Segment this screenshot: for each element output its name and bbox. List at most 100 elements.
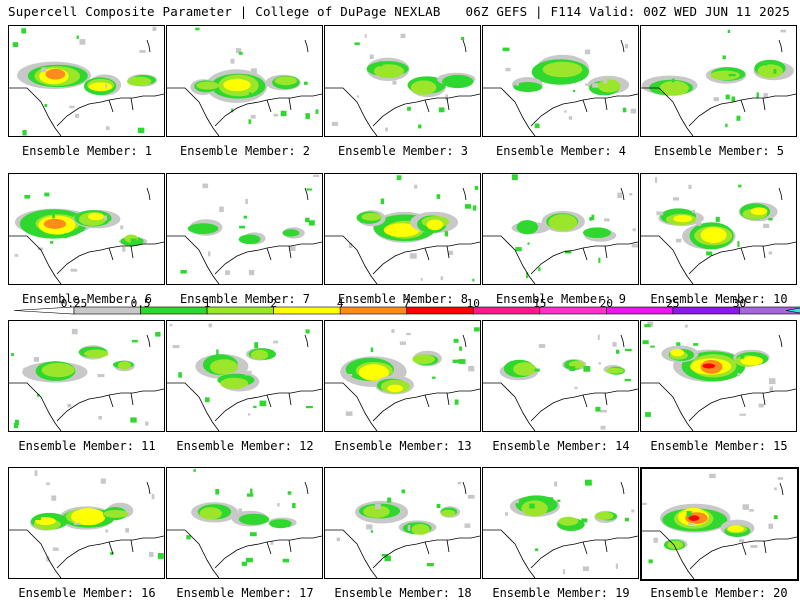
scp-cell: [44, 104, 48, 108]
scp-cell: [452, 359, 459, 363]
member-panel-18[interactable]: [324, 467, 481, 579]
scp-cell: [354, 42, 360, 46]
scp-cell: [624, 517, 629, 522]
scp-cell: [178, 372, 182, 378]
scp-cell: [241, 561, 247, 566]
scp-cell: [464, 204, 472, 209]
scp-cell: [384, 555, 391, 562]
scp-cell: [245, 557, 253, 563]
scp-cell: [715, 216, 720, 222]
scp-contour: [84, 349, 109, 358]
scp-cell: [125, 528, 129, 533]
scp-cell: [331, 121, 338, 126]
scp-cell: [764, 61, 768, 66]
colorbar-bin: [339, 306, 408, 315]
member-panel-17[interactable]: [166, 467, 323, 579]
scp-cell: [564, 250, 572, 254]
member-panel-13[interactable]: [324, 320, 481, 432]
scp-cell: [769, 386, 773, 392]
scp-cell: [44, 192, 50, 197]
member-panel-10[interactable]: [640, 173, 797, 285]
member-panel-5[interactable]: [640, 25, 797, 137]
member-panel-2[interactable]: [166, 25, 323, 137]
member-panel-12[interactable]: [166, 320, 323, 432]
scp-cell: [502, 47, 510, 52]
member-label: Ensemble Member: 20: [650, 586, 788, 600]
scp-cell: [624, 378, 631, 382]
member-panel-3[interactable]: [324, 25, 481, 137]
scp-contour: [727, 525, 744, 533]
scp-contour: [702, 363, 716, 369]
scp-cell: [645, 412, 651, 417]
scp-cell: [306, 188, 312, 191]
colorbar-bin: [406, 306, 474, 315]
scp-cell: [305, 113, 310, 119]
member-panel-16[interactable]: [8, 467, 165, 579]
coastline: [641, 235, 796, 284]
member-panel-11[interactable]: [8, 320, 165, 432]
scp-cell: [562, 569, 566, 575]
scp-cell: [737, 241, 740, 247]
scp-cell: [642, 502, 647, 505]
scp-cell: [624, 44, 629, 49]
scp-contour: [597, 79, 621, 93]
scp-cell: [139, 50, 146, 53]
scp-cell: [120, 225, 124, 230]
scp-cell: [453, 338, 459, 343]
member-panel-20[interactable]: [640, 467, 799, 581]
member-label: Ensemble Member: 19: [492, 586, 630, 600]
scp-contour: [387, 384, 403, 393]
scp-cell: [447, 250, 454, 255]
member-panel-1[interactable]: [8, 25, 165, 137]
scp-cell: [364, 34, 367, 38]
scp-cell: [584, 49, 591, 55]
scp-contour: [45, 68, 66, 80]
scp-cell: [774, 487, 777, 491]
scp-cell: [148, 551, 154, 557]
coastline: [9, 235, 164, 284]
scp-cell: [79, 39, 86, 45]
scp-cell: [630, 108, 636, 114]
scp-contour: [757, 64, 783, 78]
member-panel-19[interactable]: [482, 467, 639, 579]
scp-cell: [725, 123, 728, 128]
scp-cell: [632, 228, 636, 232]
scp-contour: [516, 220, 538, 235]
scp-cell: [246, 493, 254, 497]
member-map-9: [483, 174, 638, 284]
member-panel-7[interactable]: [166, 173, 323, 285]
scp-cell: [33, 357, 39, 362]
scp-contour: [269, 519, 292, 529]
member-panel-8[interactable]: [324, 173, 481, 285]
scp-cell: [569, 366, 576, 371]
scp-cell: [52, 214, 55, 219]
member-label: Ensemble Member: 2: [179, 144, 311, 158]
scp-cell: [631, 509, 635, 513]
scp-cell: [370, 347, 374, 353]
scp-contour: [250, 349, 269, 361]
coastline: [641, 87, 796, 136]
scp-contour: [88, 212, 104, 221]
member-panel-4[interactable]: [482, 25, 639, 137]
scp-cell: [366, 524, 373, 530]
member-panel-15[interactable]: [640, 320, 797, 432]
scp-cell: [458, 359, 466, 364]
member-label: Ensemble Member: 15: [650, 439, 788, 453]
member-label: Ensemble Member: 7: [179, 292, 311, 306]
scp-cell: [401, 489, 406, 494]
scp-contour: [440, 509, 456, 517]
member-map-14: [483, 334, 638, 431]
scp-cell: [675, 238, 682, 243]
colorbar-bin: [140, 306, 208, 315]
scp-cell: [461, 36, 465, 40]
scp-cell: [379, 61, 383, 67]
member-panel-6[interactable]: [8, 173, 165, 285]
scp-cell: [686, 510, 692, 517]
scp-cell: [653, 537, 658, 543]
scp-cell: [407, 106, 411, 111]
scp-cell: [583, 366, 591, 372]
scp-cell: [738, 184, 742, 188]
member-panel-14[interactable]: [482, 320, 639, 432]
scp-cell: [51, 495, 57, 501]
member-panel-9[interactable]: [482, 173, 639, 285]
